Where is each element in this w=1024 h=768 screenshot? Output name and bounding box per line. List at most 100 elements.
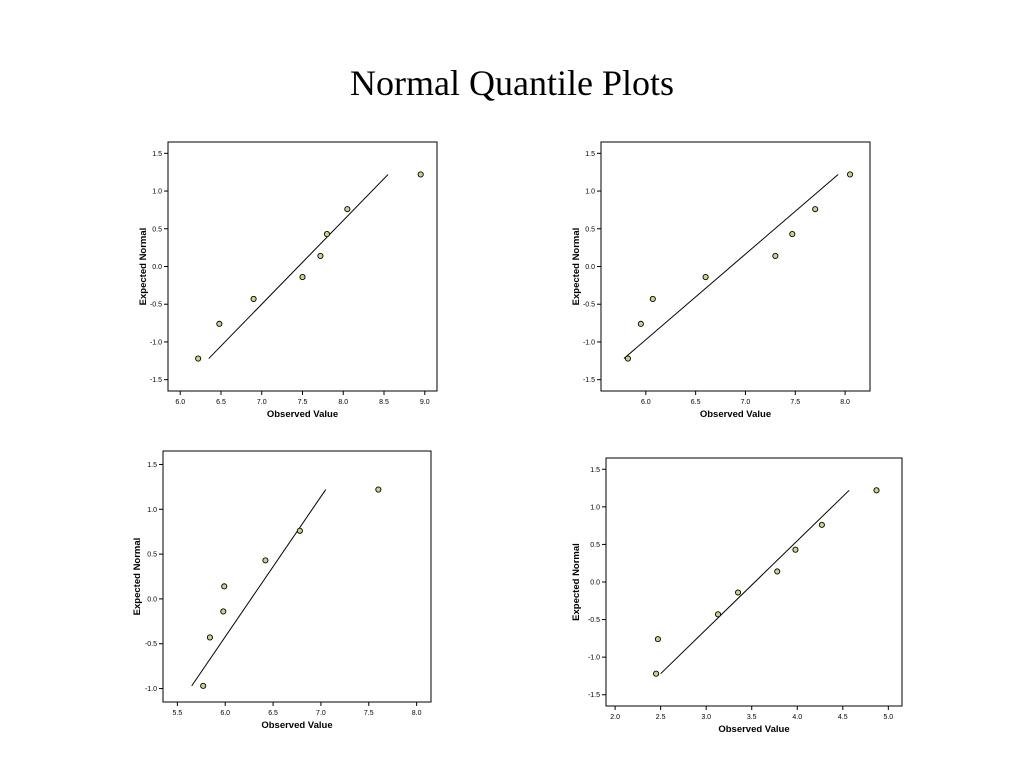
quantile-plot-4: 2.0 2.5 3.0 3.5 4.0 4.5 5.0 1.5 1.0 0.5 0.0 -0.5 -1.… xyxy=(571,457,903,735)
data-point xyxy=(417,171,424,178)
data-point xyxy=(216,320,223,327)
data-point xyxy=(200,682,207,689)
data-point xyxy=(789,231,796,238)
data-point xyxy=(299,274,306,281)
plot-frame xyxy=(162,450,432,703)
data-point xyxy=(812,206,819,213)
x-tick-label: 2.5 xyxy=(656,714,666,721)
y-tick-label: -0.5 xyxy=(145,641,157,648)
plot-frame xyxy=(167,141,438,392)
slide-title: Normal Quantile Plots xyxy=(350,63,674,103)
y-tick-label: 0.0 xyxy=(152,264,162,271)
y-tick-label: 1.5 xyxy=(147,462,157,469)
y-tick-label: 0.5 xyxy=(147,552,157,559)
data-point xyxy=(344,206,351,213)
y-axis-title: Expected Normal xyxy=(138,228,149,306)
x-tick-label: 5.5 xyxy=(172,710,182,717)
x-tick-label: 9.0 xyxy=(420,399,430,406)
y-tick-label: 1.5 xyxy=(152,151,162,158)
y-tick-label: 0.0 xyxy=(585,264,595,271)
x-tick-label: 7.5 xyxy=(298,399,308,406)
y-tick-label: 0.0 xyxy=(147,596,157,603)
data-point xyxy=(375,486,382,493)
data-point xyxy=(818,521,825,528)
data-point xyxy=(624,355,631,362)
y-tick-label: 1.5 xyxy=(590,467,600,474)
x-tick-label: 8.0 xyxy=(412,710,422,717)
x-tick-label: 4.5 xyxy=(838,714,848,721)
y-tick-label: -0.5 xyxy=(150,302,162,309)
y-tick-label: -1.5 xyxy=(583,377,595,384)
quantile-plot-2: 6.0 6.5 7.0 7.5 8.0 1.5 1.0 0.5 0.0 -0.5 -1.0 -1.5 O… xyxy=(571,141,871,420)
x-axis-title: Observed Value xyxy=(261,720,332,731)
x-tick-label: 3.5 xyxy=(747,714,757,721)
x-tick-label: 7.5 xyxy=(364,710,374,717)
data-point xyxy=(847,171,854,178)
x-tick-label: 6.0 xyxy=(175,399,185,406)
y-tick-label: -1.0 xyxy=(150,339,162,346)
y-tick-label: -1.0 xyxy=(583,339,595,346)
x-tick-label: 8.0 xyxy=(338,399,348,406)
x-tick-label: 7.0 xyxy=(741,399,751,406)
data-point xyxy=(220,608,227,615)
x-axis-title: Observed Value xyxy=(700,409,771,420)
x-tick-label: 6.0 xyxy=(641,399,651,406)
y-tick-label: -0.5 xyxy=(583,302,595,309)
y-tick-label: -0.5 xyxy=(588,617,600,624)
y-tick-label: 1.0 xyxy=(585,189,595,196)
y-tick-label: -1.5 xyxy=(150,377,162,384)
data-point xyxy=(195,355,202,362)
x-tick-label: 3.0 xyxy=(701,714,711,721)
data-point xyxy=(206,634,213,641)
reference-line xyxy=(191,489,327,687)
x-tick-label: 6.0 xyxy=(220,710,230,717)
data-point xyxy=(774,568,781,575)
data-point xyxy=(702,274,709,281)
x-tick-label: 2.0 xyxy=(610,714,620,721)
data-point xyxy=(653,670,660,677)
plot-frame xyxy=(600,141,871,392)
x-tick-label: 5.0 xyxy=(883,714,893,721)
y-tick-label: 0.0 xyxy=(590,580,600,587)
y-tick-label: 1.0 xyxy=(152,189,162,196)
data-point xyxy=(262,557,269,564)
x-tick-label: 7.5 xyxy=(790,399,800,406)
y-tick-label: 0.5 xyxy=(585,226,595,233)
x-tick-label: 7.0 xyxy=(316,710,326,717)
y-axis-title: Expected Normal xyxy=(571,228,582,306)
y-tick-label: -1.0 xyxy=(588,655,600,662)
data-point xyxy=(221,583,228,590)
x-axis-title: Observed Value xyxy=(718,724,789,735)
x-tick-label: 6.5 xyxy=(216,399,226,406)
quantile-plot-3: 5.5 6.0 6.5 7.0 7.5 8.0 1.5 1.0 0.5 0.0 -0.5 -1.0 Ob… xyxy=(132,450,432,731)
plot-frame xyxy=(605,457,903,707)
x-tick-label: 4.0 xyxy=(792,714,802,721)
y-tick-label: -1.5 xyxy=(588,692,600,699)
data-point xyxy=(250,295,257,302)
y-axis-title: Expected Normal xyxy=(132,538,143,616)
y-tick-label: 0.5 xyxy=(152,226,162,233)
data-point xyxy=(323,231,331,238)
data-point xyxy=(649,295,656,302)
x-tick-label: 6.5 xyxy=(268,710,278,717)
x-tick-label: 7.0 xyxy=(257,399,267,406)
data-point xyxy=(735,589,742,596)
data-point xyxy=(317,252,324,259)
x-tick-label: 8.5 xyxy=(379,399,389,406)
reference-line xyxy=(623,174,839,359)
x-tick-label: 6.5 xyxy=(691,399,701,406)
data-point xyxy=(873,487,880,494)
reference-line xyxy=(660,489,850,675)
y-tick-label: -1.0 xyxy=(145,686,157,693)
data-point xyxy=(772,252,779,259)
y-tick-label: 1.5 xyxy=(585,151,595,158)
reference-line xyxy=(208,174,389,359)
quantile-plot-1: 6.0 6.5 7.0 7.5 8.0 8.5 9.0 1.5 1.0 0.5 0.0 -0.5 -1.… xyxy=(138,141,438,420)
data-point xyxy=(637,320,644,327)
y-tick-label: 0.5 xyxy=(590,542,600,549)
data-point xyxy=(714,611,722,618)
data-point xyxy=(654,636,661,643)
y-tick-label: 1.0 xyxy=(590,504,600,511)
y-tick-label: 1.0 xyxy=(147,507,157,514)
x-axis-title: Observed Value xyxy=(267,409,338,420)
